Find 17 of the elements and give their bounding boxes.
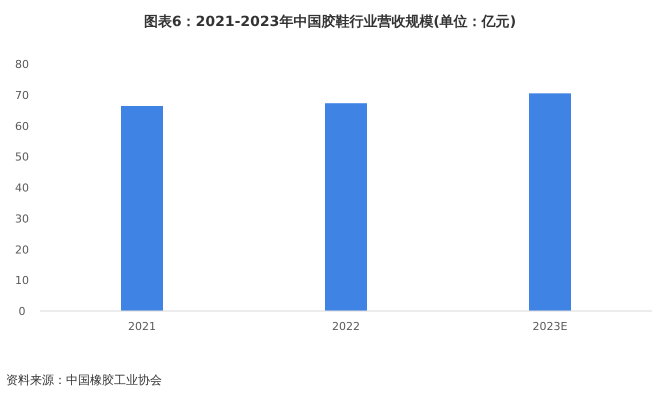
y-tick-label: 50 <box>15 150 29 164</box>
y-tick-label: 70 <box>15 88 29 102</box>
y-tick-label: 20 <box>15 243 29 256</box>
x-tick-label: 2022 <box>332 320 360 333</box>
chart-title: 图表6：2021-2023年中国胶鞋行业营收规模(单位：亿元) <box>144 13 516 30</box>
text: 资料来源：中国橡胶工业协会 <box>6 373 162 387</box>
y-tick-label: 10 <box>15 274 29 288</box>
y-tick-label: 60 <box>15 120 29 133</box>
y-tick-label: 0 <box>18 305 26 318</box>
x-tick-label: 2023E <box>532 320 568 333</box>
bar <box>121 106 163 311</box>
y-tick-label: 30 <box>15 212 29 226</box>
bar <box>325 103 367 311</box>
y-tick-label: 40 <box>15 182 29 194</box>
y-tick-label: 80 <box>15 58 29 71</box>
bar <box>529 93 571 311</box>
x-tick-label: 2021 <box>128 320 156 333</box>
